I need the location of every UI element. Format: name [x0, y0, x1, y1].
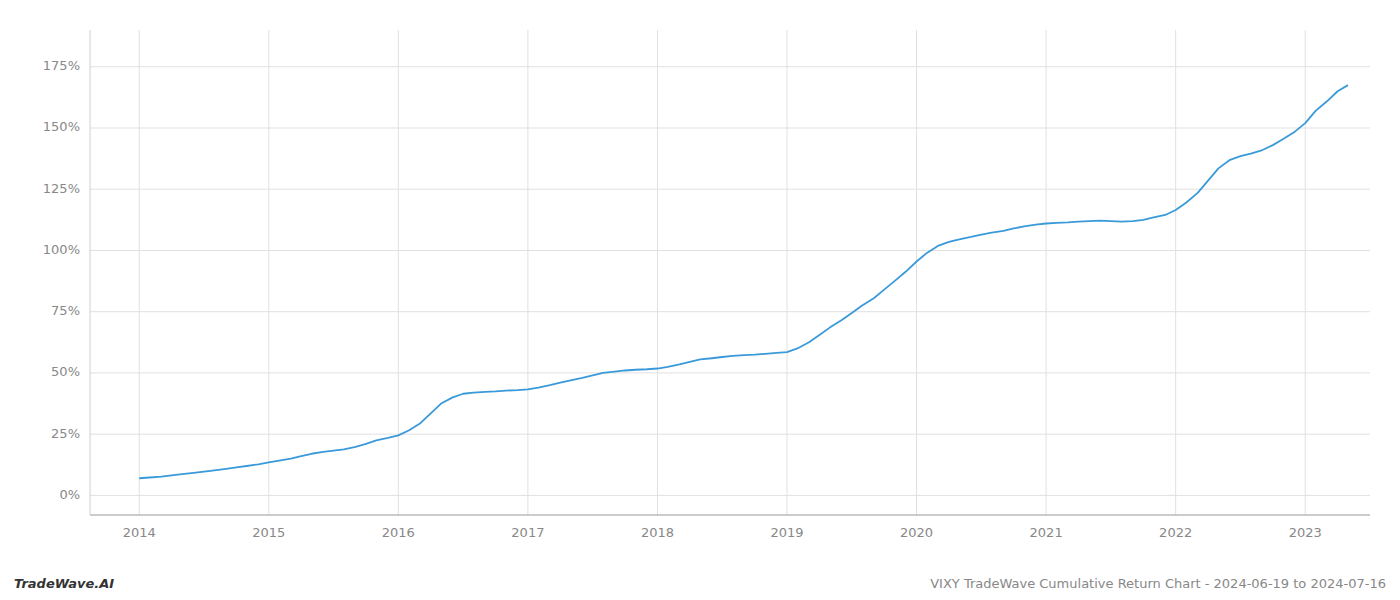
y-grid-line	[90, 434, 1370, 435]
x-tick-label: 2014	[123, 525, 156, 540]
footer-brand: TradeWave.AI	[14, 576, 114, 591]
x-tick-label: 2021	[1030, 525, 1063, 540]
x-tick-label: 2016	[382, 525, 415, 540]
grid	[90, 30, 1370, 515]
x-tick-label: 2019	[770, 525, 803, 540]
x-tick-label: 2023	[1289, 525, 1322, 540]
x-grid-line	[527, 30, 528, 515]
x-tick-label: 2022	[1159, 525, 1192, 540]
x-grid-line	[398, 30, 399, 515]
y-axis-line	[90, 30, 91, 515]
y-tick-label: 50%	[51, 364, 80, 379]
x-tick-label: 2020	[900, 525, 933, 540]
y-tick-label: 0%	[59, 487, 80, 502]
x-tick-label: 2015	[252, 525, 285, 540]
y-grid-line	[90, 311, 1370, 312]
plot-area	[139, 85, 1348, 478]
y-grid-line	[90, 372, 1370, 373]
x-grid-line	[139, 30, 140, 515]
x-grid-line	[916, 30, 917, 515]
title: VIXY TradeWave Cumulative Return Chart -…	[930, 576, 1386, 591]
x-grid-line	[1046, 30, 1047, 515]
y-tick-label: 125%	[43, 181, 80, 196]
y-tick-label: 25%	[51, 426, 80, 441]
x-grid-line	[268, 30, 269, 515]
x-grid-line	[787, 30, 788, 515]
y-tick-label: 75%	[51, 303, 80, 318]
y-tick-label: 175%	[43, 58, 80, 73]
x-grid-line	[1305, 30, 1306, 515]
x-grid-line	[1175, 30, 1176, 515]
page: {"chart_data": {"type": "line", "title":…	[0, 0, 1400, 600]
y-grid-line	[90, 189, 1370, 190]
x-axis-line	[90, 515, 1370, 516]
y-grid-line	[90, 127, 1370, 128]
y-tick-label: 150%	[43, 119, 80, 134]
y-grid-line	[90, 66, 1370, 67]
x-tick-label: 2017	[511, 525, 544, 540]
y-grid-line	[90, 495, 1370, 496]
y-grid-line	[90, 250, 1370, 251]
x-grid-line	[657, 30, 658, 515]
x-tick-label: 2018	[641, 525, 674, 540]
y-tick-label: 100%	[43, 242, 80, 257]
chart: 0% 25% 50% 75% 100% 125% 150% 175% 2014 2015 2016 2…	[0, 0, 1400, 600]
return-line	[139, 85, 1348, 478]
